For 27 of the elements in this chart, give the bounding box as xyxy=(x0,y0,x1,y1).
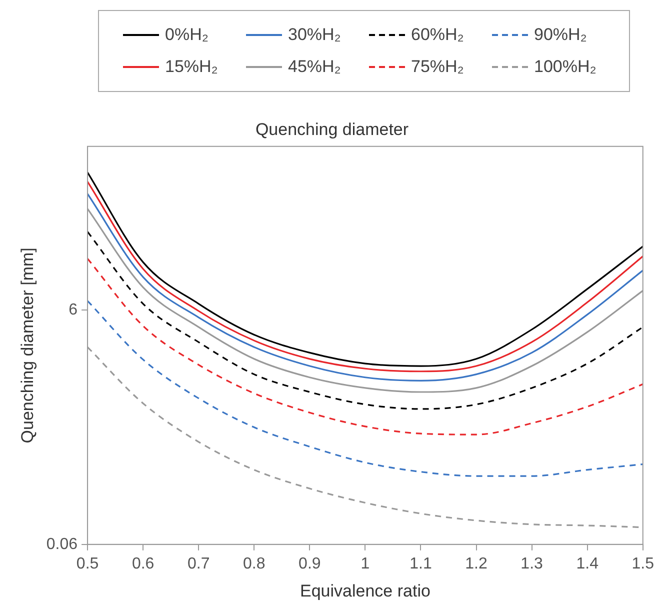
x-tick-label: 0.6 xyxy=(132,555,154,572)
legend-label: 45%H₂ xyxy=(288,57,341,77)
legend-label: 0%H₂ xyxy=(165,25,208,45)
legend-label: 100%H₂ xyxy=(534,57,596,77)
x-tick-label: 1.4 xyxy=(576,555,599,572)
x-tick-label: 1.5 xyxy=(632,555,654,572)
line-series xyxy=(88,258,643,436)
line-series xyxy=(88,300,643,477)
legend-label: 30%H₂ xyxy=(288,25,341,45)
x-tick-label: 1.1 xyxy=(410,555,432,572)
x-tick-label: 1.3 xyxy=(520,555,544,572)
legend-label: 60%H₂ xyxy=(411,25,464,45)
legend-label: 90%H₂ xyxy=(534,25,587,45)
legend-label: 75%H₂ xyxy=(411,57,464,77)
x-tick-label: 0.7 xyxy=(187,555,210,572)
x-tick-label: 0.9 xyxy=(298,555,321,572)
x-axis-title: Equivalence ratio xyxy=(300,581,430,600)
y-tick-label: 6 xyxy=(68,302,78,319)
legend-label: 15%H₂ xyxy=(165,57,218,77)
x-tick-label: 0.8 xyxy=(243,555,266,572)
y-tick-label: 0.06 xyxy=(46,536,78,553)
chart-title: Quenching diameter xyxy=(255,120,409,139)
x-tick-label: 1 xyxy=(360,555,370,572)
y-axis-title: Quenching diameter [mm] xyxy=(18,248,37,444)
line-series xyxy=(88,230,643,410)
x-tick-label: 0.5 xyxy=(76,555,99,572)
x-tick-label: 1.2 xyxy=(465,555,488,572)
